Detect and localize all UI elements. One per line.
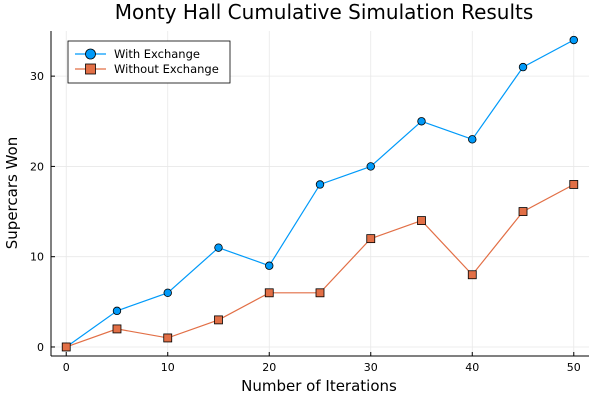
data-point xyxy=(366,162,375,171)
legend-item: Without Exchange xyxy=(75,62,219,76)
legend-item: With Exchange xyxy=(75,47,200,61)
x-axis-label: Number of Iterations xyxy=(241,377,397,395)
series-line xyxy=(65,39,575,348)
data-point xyxy=(569,35,578,45)
legend-marker xyxy=(85,48,96,60)
y-tick-label: 10 xyxy=(30,251,44,264)
legend-box xyxy=(67,40,231,84)
x-tick-label: 0 xyxy=(63,361,70,374)
y-tick-label: 0 xyxy=(37,341,44,354)
series-2 xyxy=(61,180,579,352)
x-tick-label: 10 xyxy=(161,361,175,374)
x-tick-label: 40 xyxy=(465,361,479,374)
x-tick-label: 20 xyxy=(262,361,276,374)
x-tick-label: 30 xyxy=(364,361,378,374)
y-ticks: 0 10 20 30 xyxy=(30,70,55,354)
y-tick-label: 30 xyxy=(30,70,44,83)
data-point xyxy=(61,342,71,352)
series-line xyxy=(66,183,575,348)
data-point xyxy=(163,333,173,343)
data-point xyxy=(518,207,528,216)
y-tick-label: 20 xyxy=(30,160,44,173)
legend-label: Without Exchange xyxy=(114,62,219,76)
data-point xyxy=(214,315,223,325)
data-point xyxy=(366,234,376,244)
data-point xyxy=(467,270,477,280)
legend-label: With Exchange xyxy=(114,47,200,61)
data-point xyxy=(518,62,528,72)
y-axis-label: Supercars Won xyxy=(3,137,21,249)
data-point xyxy=(112,324,122,334)
data-point xyxy=(569,180,579,189)
data-point xyxy=(163,288,172,298)
axes xyxy=(50,31,589,357)
data-point xyxy=(315,180,325,189)
x-ticks: 0 10 20 30 40 50 xyxy=(63,352,581,374)
data-point xyxy=(417,216,426,225)
data-point xyxy=(264,288,274,298)
data-point xyxy=(417,117,426,126)
grid xyxy=(51,31,589,356)
data-point xyxy=(214,243,223,252)
legend-marker xyxy=(85,63,96,75)
series-layer xyxy=(61,35,579,352)
x-tick-label: 50 xyxy=(567,361,581,374)
data-point xyxy=(468,135,477,144)
data-point xyxy=(112,306,122,316)
data-point xyxy=(315,288,325,298)
chart-title: Monty Hall Cumulative Simulation Results xyxy=(115,0,534,24)
series-1 xyxy=(62,35,578,352)
data-point xyxy=(265,261,274,270)
